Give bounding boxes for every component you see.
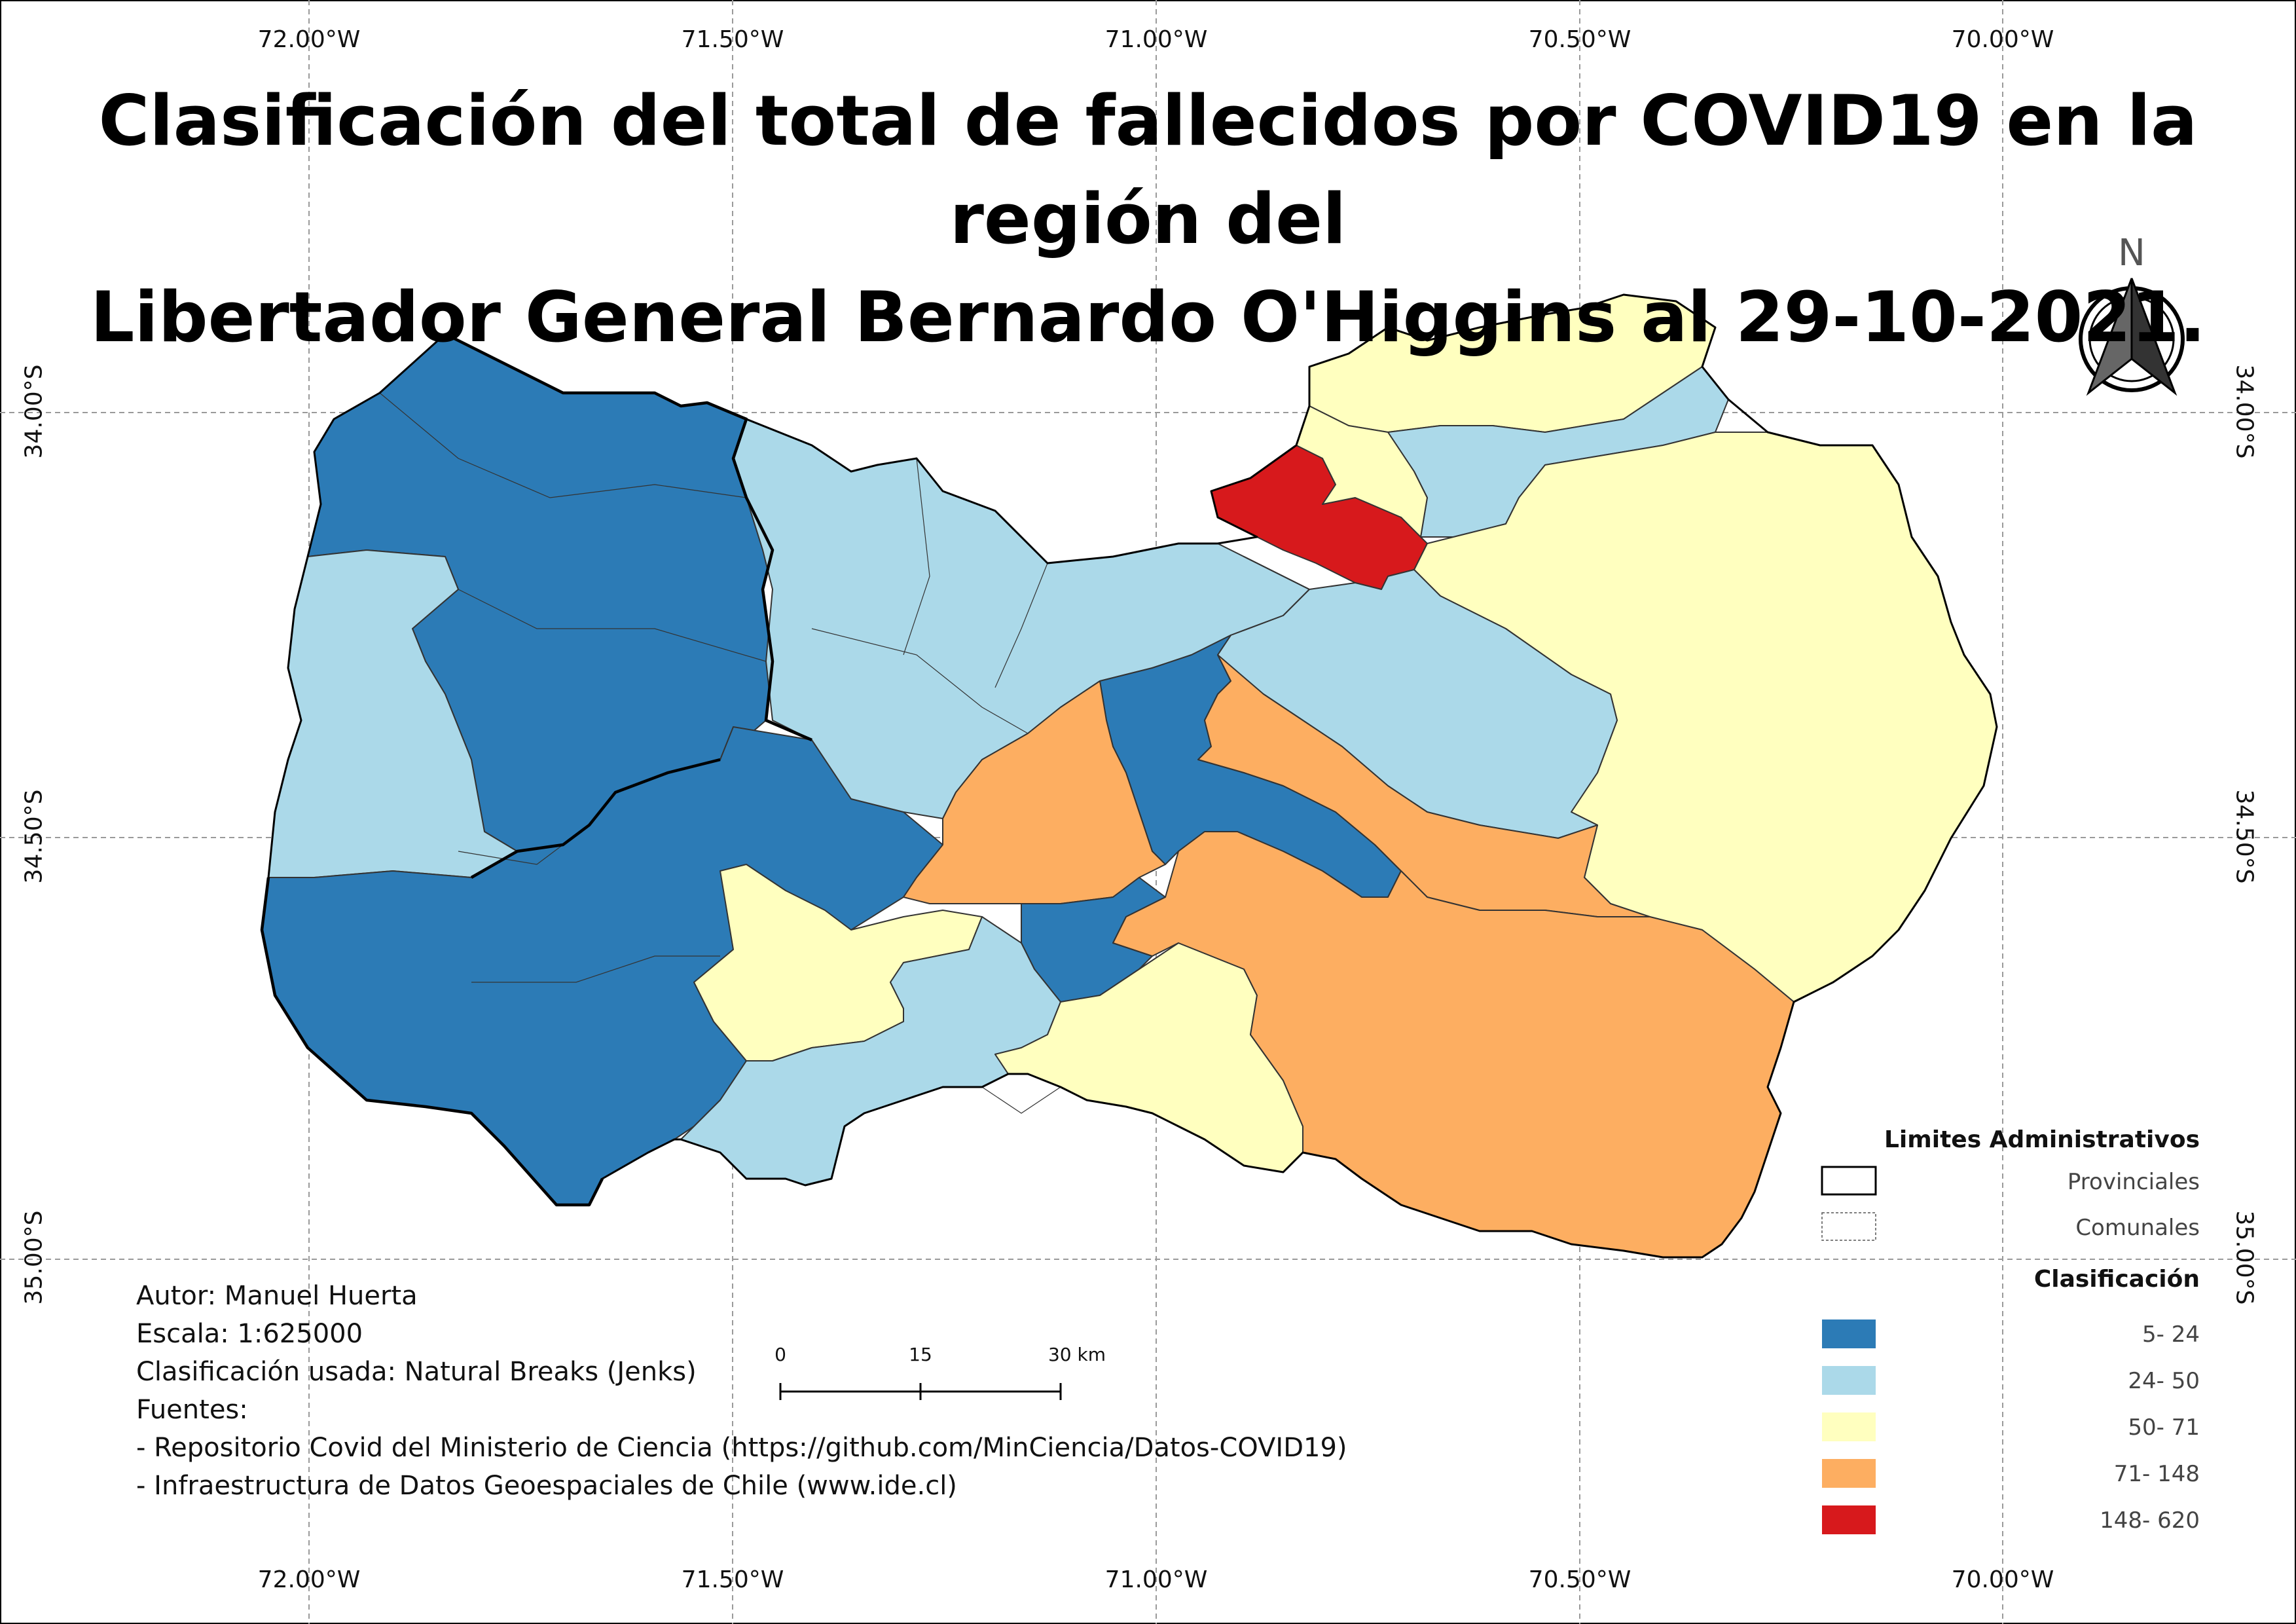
- lat-label-right: 34.00°S: [2231, 364, 2258, 459]
- legend-communal-label: Comunales: [2075, 1215, 2200, 1241]
- legend-swatch: [1822, 1320, 1876, 1348]
- communes: [261, 294, 1997, 1258]
- lon-label-top: 71.50°W: [681, 26, 784, 53]
- north-arrow-icon: N: [2079, 232, 2185, 396]
- legend-swatch: [1822, 1505, 1876, 1534]
- commune-boundaries: [379, 392, 1061, 1114]
- lon-label-bottom: 71.50°W: [681, 1566, 784, 1593]
- scale-bar: 0 15 30 km: [774, 1344, 1106, 1400]
- lon-label-top: 71.00°W: [1104, 26, 1208, 53]
- legend-class-title: Clasificación: [2034, 1266, 2200, 1293]
- lon-label-bottom: 72.00°W: [257, 1566, 361, 1593]
- legend-provincial-swatch: [1821, 1166, 1877, 1196]
- legend-class-label: 50- 71: [2128, 1414, 2200, 1441]
- lat-label-left: 34.00°S: [20, 364, 48, 459]
- commune-boundary: [903, 458, 930, 655]
- commune-yellow: [1296, 405, 1428, 538]
- commune-boundary: [379, 392, 747, 498]
- lat-label-left: 35.00°S: [20, 1210, 48, 1305]
- commune-boundary: [458, 589, 767, 662]
- commune-boundary: [471, 955, 720, 983]
- legend: Limites Administrativos Provinciales Com…: [1821, 1126, 2200, 1534]
- info-sources-heading: Fuentes:: [136, 1395, 248, 1425]
- legend-swatch: [1822, 1412, 1876, 1441]
- lat-label-right: 34.50°S: [2231, 789, 2258, 884]
- province-boundary: [470, 758, 721, 879]
- legend-classes: 5- 24 24- 50 50- 71 71- 148 148- 620: [1822, 1320, 2200, 1534]
- info-source-2: - Infraestructura de Datos Geoespaciales…: [136, 1471, 957, 1501]
- lon-label-top: 70.00°W: [1951, 26, 2054, 53]
- lon-label-bottom: 70.00°W: [1951, 1566, 2054, 1593]
- commune-boundary: [994, 563, 1048, 688]
- lat-label-right: 35.00°S: [2231, 1210, 2258, 1305]
- legend-swatch: [1822, 1366, 1876, 1395]
- map-info: Autor: Manuel Huerta Escala: 1:625000 Cl…: [136, 1277, 1347, 1505]
- lon-label-top: 70.50°W: [1528, 26, 1631, 53]
- legend-provincial-label: Provinciales: [2068, 1169, 2200, 1195]
- scale-label-30: 30 km: [1048, 1344, 1106, 1365]
- info-source-1: - Repositorio Covid del Ministerio de Ci…: [136, 1433, 1347, 1463]
- commune-boundary: [811, 628, 1029, 734]
- map-title-line2: Libertador General Bernardo O'Higgins al…: [90, 277, 2206, 358]
- lat-label-left: 34.50°S: [20, 789, 48, 884]
- map-title: Clasificación del total de fallecidos po…: [0, 72, 2296, 367]
- scale-label-0: 0: [774, 1344, 786, 1365]
- lon-label-top: 72.00°W: [257, 26, 361, 53]
- legend-class-label: 148- 620: [2100, 1507, 2200, 1534]
- scale-label-15: 15: [909, 1344, 932, 1365]
- lon-label-bottom: 70.50°W: [1528, 1566, 1631, 1593]
- region-outline: [261, 293, 1998, 1259]
- map-title-line1: Clasificación del total de fallecidos po…: [98, 81, 2198, 259]
- lon-label-bottom: 71.00°W: [1104, 1566, 1208, 1593]
- legend-communal-swatch: [1821, 1212, 1876, 1241]
- info-scale: Escala: 1:625000: [136, 1319, 363, 1349]
- info-author: Autor: Manuel Huerta: [136, 1281, 418, 1311]
- legend-class-label: 24- 50: [2128, 1368, 2200, 1394]
- legend-swatch: [1822, 1459, 1876, 1488]
- legend-class-label: 71- 148: [2114, 1461, 2200, 1487]
- legend-admin-title: Limites Administrativos: [1884, 1126, 2200, 1153]
- commune-boundary: [981, 1086, 1061, 1114]
- info-method: Clasificación usada: Natural Breaks (Jen…: [136, 1357, 697, 1387]
- north-label: N: [2118, 232, 2145, 274]
- legend-class-label: 5- 24: [2142, 1321, 2200, 1348]
